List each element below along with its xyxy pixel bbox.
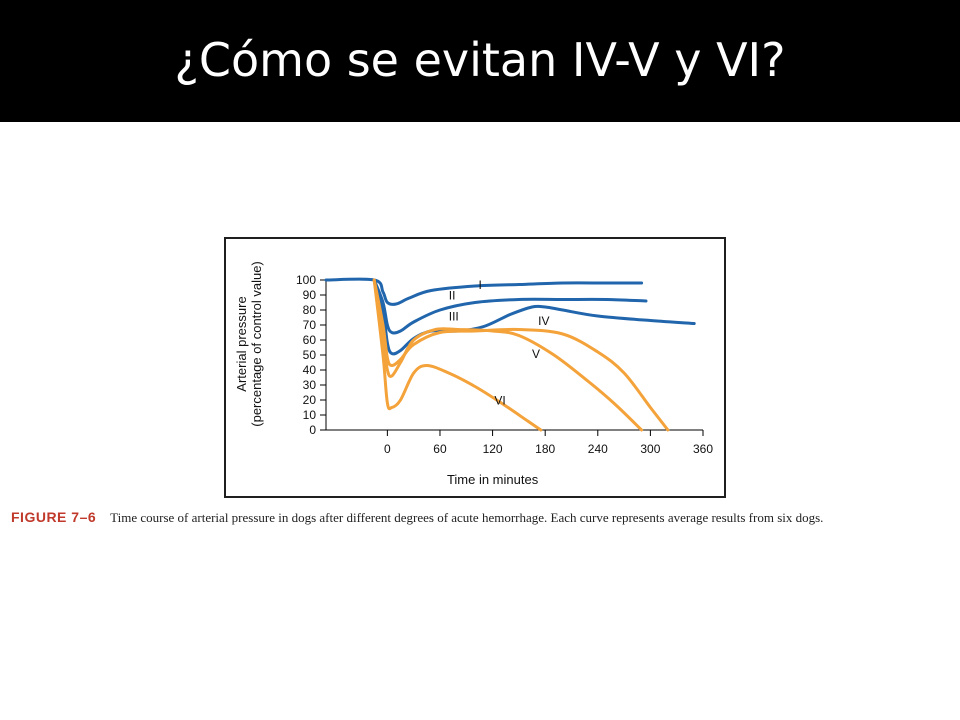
y-tick-label: 70 [303,318,317,332]
x-tick-label: 180 [535,442,555,456]
series-label-iii: III [449,310,459,324]
y-tick-label: 80 [303,303,317,317]
chart-series-layer [324,277,696,432]
x-tick-label: 120 [483,442,503,456]
y-tick-label: 90 [303,288,317,302]
title-bar [0,0,960,122]
y-axis-subtitle: (percentage of control value) [249,261,264,426]
series-label-ii: II [449,289,456,303]
x-axis-title: Time in minutes [447,472,539,487]
series-line-ii [372,278,648,335]
y-tick-label: 10 [303,408,317,422]
y-tick-label: 100 [296,273,316,287]
series-line-v [372,278,644,432]
series-line-i [324,277,644,306]
x-tick-label: 60 [433,442,447,456]
series-line-vi [372,278,543,432]
figure-box: 0 10 20 30 40 50 60 70 80 90 100 0 60 120 180 240 300 360… [224,237,726,498]
y-tick-label: 30 [303,378,317,392]
x-tick-label: 240 [588,442,608,456]
series-line-iv [372,278,670,432]
x-tick-label: 0 [384,442,391,456]
y-axis-title: Arterial pressure [234,296,249,391]
y-tick-label: 0 [309,423,316,437]
slide-title: ¿Cómo se evitan IV-V y VI? [174,33,786,87]
series-label-iv: IV [538,314,549,328]
series-label-vi: VI [494,394,505,408]
caption-label: FIGURE 7–6 [11,509,97,525]
x-tick-label: 360 [693,442,713,456]
y-tick-label: 50 [303,348,317,362]
y-tick-label: 60 [303,333,317,347]
y-tick-label: 40 [303,363,317,377]
x-tick-label: 300 [640,442,660,456]
figure-caption: FIGURE 7–6 Time course of arterial pressu… [11,509,951,526]
caption-text: Time course of arterial pressure in dogs… [110,510,824,525]
y-tick-label: 20 [303,393,317,407]
series-label-i: I [479,278,482,292]
series-label-v: V [532,347,540,361]
